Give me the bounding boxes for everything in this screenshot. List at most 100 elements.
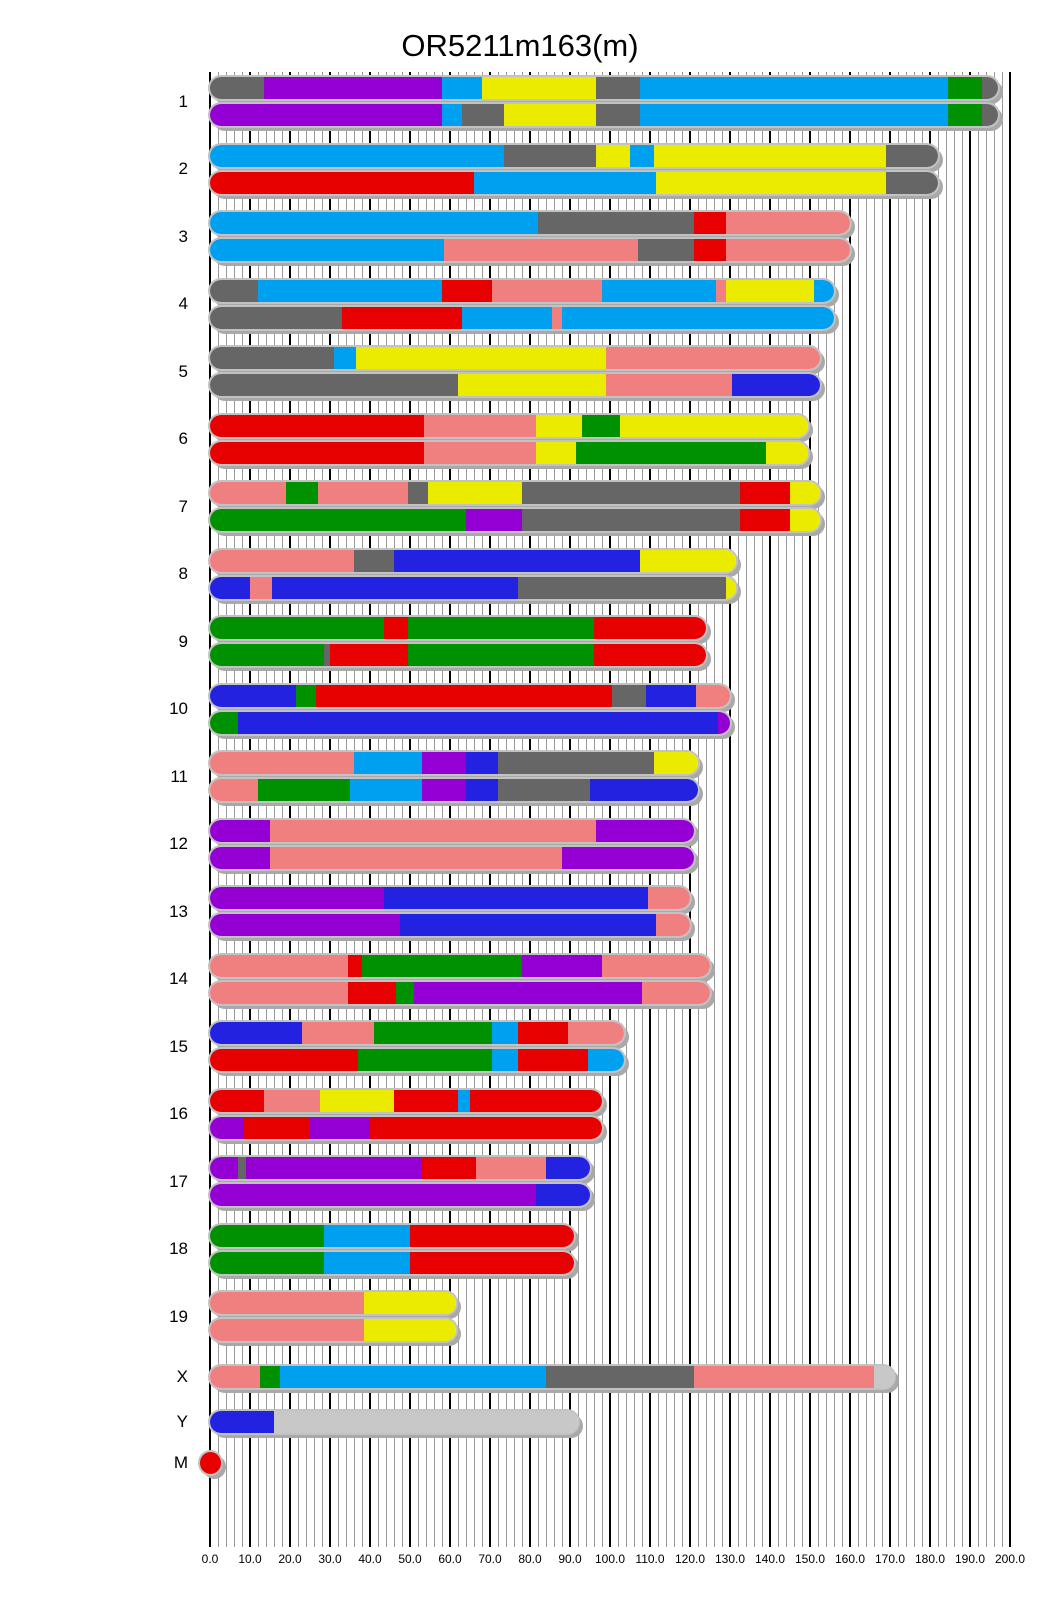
segment-yellow: [504, 104, 596, 126]
segment-blue: [536, 1184, 590, 1206]
gridline-minor: [346, 72, 347, 1547]
gridline-minor: [874, 72, 875, 1547]
chromosome-label-18: 18: [169, 1239, 188, 1258]
segment-pink: [264, 1089, 320, 1112]
gridline-minor: [618, 72, 619, 1547]
segment-red: [410, 1224, 574, 1247]
segment-purple: [596, 819, 694, 842]
gridline-minor: [722, 72, 723, 1547]
segment-pink: [476, 1157, 546, 1179]
gridline-minor: [714, 72, 715, 1547]
segment-red: [740, 482, 790, 504]
chromosome-7-hap-2: [210, 509, 820, 531]
axis-tick-label: 30.0: [318, 1552, 342, 1566]
segment-blue: [394, 549, 640, 572]
chromosome-X-hap-1: [210, 1366, 894, 1388]
gridline-minor: [746, 72, 747, 1547]
gridline-minor: [362, 72, 363, 1547]
chromosome-label-M: M: [173, 1453, 188, 1472]
segment-cyan: [602, 279, 716, 302]
segment-purple: [422, 752, 466, 774]
axis-tick-label: 80.0: [518, 1552, 542, 1566]
segment-gray: [886, 171, 938, 194]
gridline-minor: [786, 72, 787, 1547]
chromosome-label-7: 7: [178, 496, 188, 516]
chromosome-19-hap-1: [210, 1292, 456, 1314]
gridline-minor: [738, 72, 739, 1547]
segment-cyan: [562, 306, 834, 329]
segment-gray: [596, 77, 640, 99]
gridline-minor: [658, 72, 659, 1547]
segment-gray: [354, 549, 394, 572]
gridline-major: [809, 72, 811, 1547]
gridline-major: [449, 72, 451, 1547]
gridline-minor: [914, 72, 915, 1547]
chromosome-4-hap-1: [210, 279, 834, 302]
segment-red: [348, 954, 362, 977]
segment-pink: [444, 239, 638, 261]
axis-tick-label: 120.0: [674, 1552, 706, 1566]
chromosome-17-hap-1: [210, 1157, 590, 1179]
segment-pink: [642, 981, 710, 1004]
segment-purple: [210, 914, 400, 936]
gridline-major: [769, 72, 771, 1547]
segment-gray: [982, 104, 998, 126]
gridline-minor: [458, 72, 459, 1547]
segment-cyan: [354, 752, 422, 774]
segment-pink: [210, 1319, 364, 1341]
segment-pink: [726, 239, 850, 261]
segment-purple: [466, 509, 522, 531]
segment-yellow: [726, 576, 736, 599]
segment-pink: [492, 279, 602, 302]
gridline-major: [249, 72, 251, 1547]
gridline-minor: [466, 72, 467, 1547]
chromosome-label-19: 19: [169, 1306, 188, 1326]
gridline-major: [209, 72, 211, 1547]
chromosome-19-hap-2: [210, 1319, 456, 1341]
segment-cyan: [442, 104, 462, 126]
segment-cyan: [324, 1224, 410, 1247]
chromosome-12-hap-2: [210, 846, 694, 869]
segment-cyan: [210, 212, 538, 234]
gridline-minor: [682, 72, 683, 1547]
segment-yellow: [790, 509, 820, 531]
segment-blue: [210, 1022, 302, 1044]
segment-green: [286, 482, 318, 504]
segment-purple: [210, 1184, 536, 1206]
gridline-minor: [994, 72, 995, 1547]
gridline-minor: [234, 72, 235, 1547]
segment-yellow: [654, 752, 698, 774]
gridline-minor: [578, 72, 579, 1547]
segment-red: [330, 644, 408, 666]
segment-blue: [466, 779, 498, 801]
segment-red: [740, 509, 790, 531]
segment-green: [210, 509, 466, 531]
gridline-minor: [322, 72, 323, 1547]
chromosome-14-hap-1: [210, 954, 710, 977]
segment-cyan: [324, 1251, 410, 1274]
segment-cyan: [640, 104, 948, 126]
segment-red: [244, 1116, 310, 1139]
gridline-minor: [986, 72, 987, 1547]
gridline-major: [889, 72, 891, 1547]
segment-pink: [210, 752, 354, 774]
segment-pink: [424, 414, 536, 437]
segment-pink: [318, 482, 408, 504]
segment-yellow: [428, 482, 522, 504]
axis-tick-label: 200.0: [994, 1552, 1026, 1566]
chromosome-label-14: 14: [169, 969, 188, 988]
gridline-minor: [386, 72, 387, 1547]
segment-green: [210, 1224, 324, 1247]
segment-red: [410, 1251, 574, 1274]
chromosome-label-4: 4: [178, 294, 188, 313]
chromosome-Y-hap-1: [210, 1411, 578, 1433]
gridline-minor: [674, 72, 675, 1547]
gridline-minor: [962, 72, 963, 1547]
chromosome-label-17: 17: [169, 1171, 188, 1191]
segment-gray: [210, 347, 334, 369]
segment-cyan: [350, 779, 422, 801]
segment-gray: [324, 644, 330, 666]
segment-purple: [562, 846, 694, 869]
segment-green: [210, 1251, 324, 1274]
segment-red: [394, 1089, 458, 1112]
